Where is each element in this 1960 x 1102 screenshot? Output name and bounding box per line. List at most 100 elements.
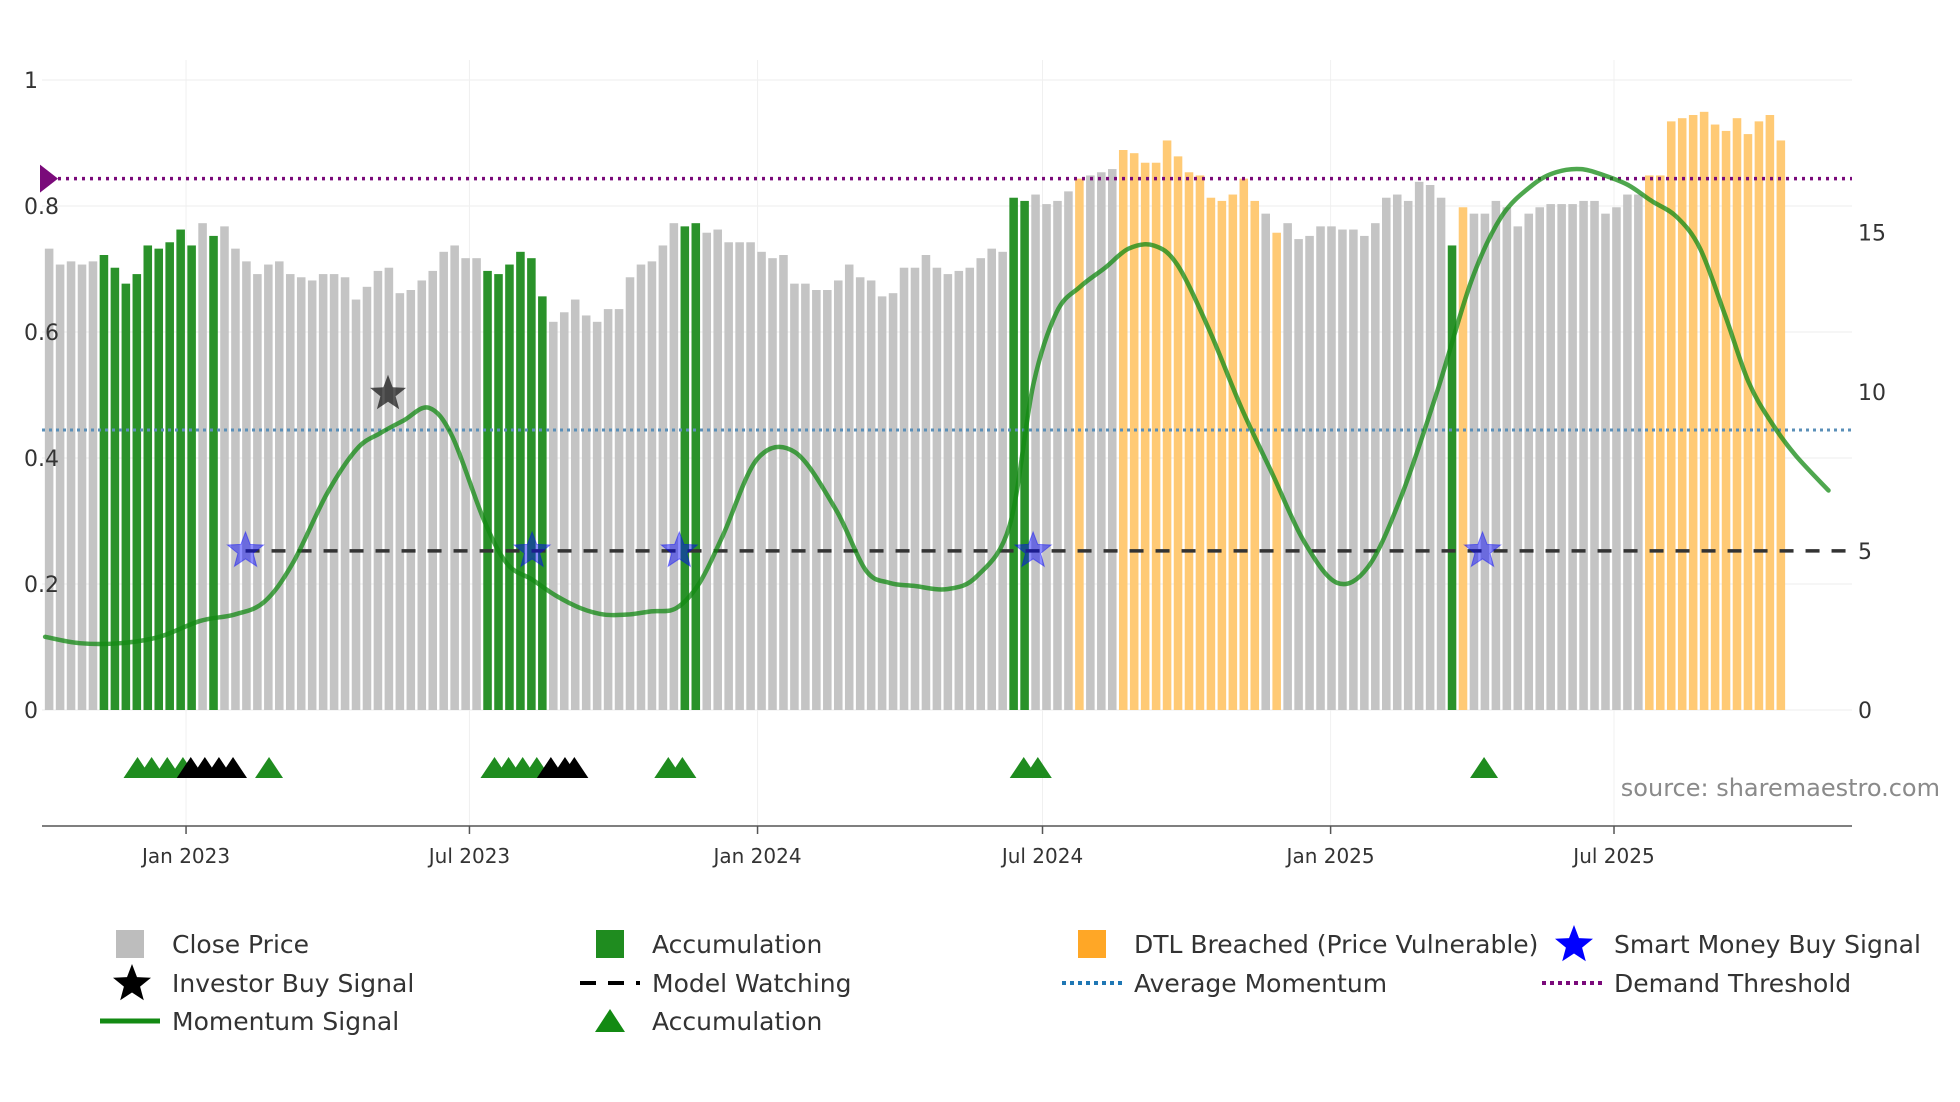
- smart-money-buy-star: [1463, 530, 1502, 568]
- close-price-bar: [1436, 197, 1446, 710]
- close-price-bar: [1327, 226, 1336, 710]
- close-price-bar: [1425, 185, 1435, 710]
- close-price-bar: [614, 309, 624, 710]
- close-price-bar: [1502, 207, 1512, 711]
- close-price-bar: [768, 258, 777, 710]
- right-axis-tick-label: 10: [1858, 381, 1886, 406]
- dtl-breached-bar: [1129, 153, 1139, 710]
- close-price-bar: [1360, 235, 1369, 710]
- dtl-breached-bar: [1776, 140, 1786, 711]
- dtl-breached-bar: [1217, 200, 1227, 710]
- right-axis-tick-label: 0: [1858, 699, 1872, 724]
- close-price-bar: [55, 264, 65, 710]
- close-price-bar: [406, 290, 416, 710]
- close-price-bar: [242, 261, 251, 710]
- accumulation-bar: [110, 267, 120, 710]
- accumulation-bar: [132, 274, 142, 710]
- accumulation-bar: [209, 235, 218, 710]
- close-price-bar: [253, 274, 262, 710]
- left-axis-tick-label: 1: [24, 69, 38, 94]
- dtl-breached-bar: [1206, 197, 1216, 710]
- legend-swatch-square: [116, 930, 144, 958]
- dtl-breached-bar: [1173, 156, 1183, 710]
- close-price-bar: [1579, 200, 1588, 710]
- close-price-bar: [866, 280, 876, 710]
- dtl-breached-bar: [1743, 134, 1753, 710]
- close-price-bar: [603, 309, 613, 710]
- dtl-breached-bar: [1151, 162, 1161, 710]
- legend-label: Accumulation: [652, 930, 822, 959]
- smart-money-buy-star: [659, 530, 699, 568]
- close-price-bar: [198, 223, 207, 710]
- close-price-bar: [1349, 229, 1358, 710]
- legend-item: Model Watching: [580, 969, 852, 998]
- dtl-breached-bar: [1645, 175, 1654, 711]
- close-price-bar: [417, 280, 427, 710]
- close-price-bar: [307, 280, 317, 710]
- momentum-signal: [42, 166, 1831, 647]
- legend-label: DTL Breached (Price Vulnerable): [1134, 930, 1538, 959]
- dtl-breached-bar: [1732, 118, 1742, 710]
- accumulation-bar: [99, 255, 109, 710]
- close-price-bar: [1392, 194, 1402, 710]
- accumulation-bar: [516, 251, 525, 710]
- smart-money-buy-star: [512, 530, 552, 568]
- dtl-breached-bar: [1184, 172, 1194, 711]
- close-price-bar: [1338, 229, 1347, 710]
- close-price-bar: [1031, 194, 1040, 710]
- close-price-bar: [823, 290, 832, 710]
- close-price-bar: [570, 299, 580, 710]
- dtl-breached-bar: [1140, 162, 1150, 710]
- accumulation-bar: [1009, 197, 1018, 710]
- legend-label: Model Watching: [652, 969, 852, 998]
- close-price-bar: [779, 255, 788, 710]
- legend-item: Smart Money Buy Signal: [1555, 925, 1921, 962]
- legend-label: Accumulation: [652, 1007, 822, 1036]
- close-price-bar: [1491, 200, 1501, 710]
- close-price-bar: [1294, 239, 1303, 710]
- close-price-bar: [296, 277, 306, 710]
- close-price-bar: [472, 258, 481, 710]
- dtl-breached-bar: [1250, 200, 1260, 710]
- close-price-bar: [44, 248, 54, 711]
- investor-accumulation-marker: [219, 757, 248, 778]
- accumulation-marker: [668, 757, 697, 778]
- legend-item: Accumulation: [595, 1007, 822, 1036]
- dtl-breached-bar: [1754, 121, 1764, 710]
- close-price-bar: [1535, 207, 1544, 711]
- dtl-breached-bar: [1458, 207, 1468, 711]
- source-label: source: sharemaestro.com: [1621, 774, 1940, 802]
- dtl-breached-bar: [1272, 232, 1281, 710]
- legend-swatch-square: [1078, 930, 1106, 958]
- x-tick-label: Jan 2025: [1285, 844, 1375, 868]
- close-price-bar: [998, 251, 1007, 710]
- close-price-bar: [395, 293, 405, 710]
- accumulation-bar: [154, 248, 164, 711]
- legend-item: Average Momentum: [1062, 969, 1387, 998]
- legend: Close Price Accumulation DTL Breached (Pri…: [100, 925, 1921, 1036]
- left-axis-tick-label: 0.2: [24, 573, 59, 598]
- close-price-bar: [1053, 200, 1062, 710]
- legend-swatch-triangle: [595, 1009, 625, 1032]
- dtl-breached-bar: [1118, 150, 1128, 710]
- x-tick-label: Jan 2024: [711, 844, 801, 868]
- close-price-bar: [1469, 213, 1479, 711]
- close-price-bar: [757, 251, 766, 710]
- close-price-bar: [329, 274, 339, 710]
- axes: Jan 2023 Jul 2023 Jan 2024 Jul 2024 Jan 2025…: [24, 69, 1886, 868]
- legend-item: Momentum Signal: [100, 1007, 399, 1036]
- dtl-breached-bar: [1162, 140, 1172, 711]
- close-price-bar: [812, 290, 821, 710]
- close-price-bar: [669, 223, 679, 710]
- close-price-bar: [1601, 213, 1610, 711]
- close-price-bar: [965, 267, 975, 710]
- close-price-bar: [910, 267, 920, 710]
- close-price-bar: [1590, 200, 1599, 710]
- close-price-bar: [1064, 191, 1073, 710]
- accumulation-markers: [123, 757, 1499, 778]
- close-price-bar: [1097, 172, 1106, 711]
- close-price-bar: [954, 270, 964, 710]
- dtl-breached-bar: [1688, 115, 1698, 710]
- accumulation-bar: [505, 264, 514, 710]
